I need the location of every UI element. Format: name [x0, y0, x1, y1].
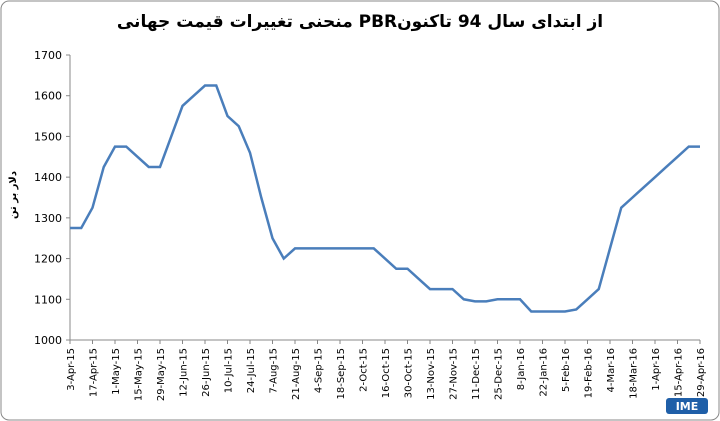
- x-tick-label: 21-Aug-15: [291, 348, 302, 400]
- y-tick-label: 1000: [34, 334, 62, 347]
- y-tick-label: 1400: [34, 171, 62, 184]
- y-tick-label: 1100: [34, 293, 62, 306]
- x-tick-label: 4-Sep-15: [314, 348, 325, 393]
- x-tick-label: 25-Dec-15: [494, 348, 505, 400]
- y-tick-label: 1600: [34, 90, 62, 103]
- x-tick-label: 29-May-15: [156, 348, 167, 401]
- x-tick-label: 15-May-15: [134, 348, 145, 401]
- x-tick-label: 27-Nov-15: [449, 348, 460, 400]
- chart-title: منحنی تغییرات قیمت جهانی PBRاز ابتدای سا…: [117, 12, 603, 32]
- x-tick-label: 11-Dec-15: [471, 348, 482, 400]
- x-tick-label: 18-Mar-16: [629, 348, 640, 399]
- logo-box: [666, 398, 708, 414]
- x-tick-label: 15-Apr-16: [674, 348, 685, 397]
- x-tick-label: 26-Jun-15: [201, 348, 212, 397]
- x-tick-label: 5-Feb-16: [561, 348, 572, 392]
- x-tick-label: 10-Jul-15: [224, 348, 235, 393]
- y-tick-label: 1700: [34, 49, 62, 62]
- x-tick-label: 3-Apr-15: [66, 348, 77, 391]
- y-tick-label: 1500: [34, 130, 62, 143]
- x-tick-label: 8-Jan-16: [516, 348, 527, 390]
- x-tick-label: 17-Apr-15: [89, 348, 100, 397]
- x-tick-label: 24-Jul-15: [246, 348, 257, 393]
- x-tick-label: 7-Aug-15: [269, 348, 280, 394]
- x-tick-label: 13-Nov-15: [426, 348, 437, 400]
- x-tick-label: 18-Sep-15: [336, 348, 347, 400]
- y-tick-label: 1200: [34, 253, 62, 266]
- x-tick-label: 29-Apr-16: [696, 348, 707, 397]
- x-tick-label: 22-Jan-16: [539, 348, 550, 397]
- x-tick-label: 4-Mar-16: [606, 348, 617, 393]
- logo: IME: [676, 400, 699, 413]
- y-tick-label: 1300: [34, 212, 62, 225]
- x-tick-label: 12-Jun-15: [179, 348, 190, 397]
- x-tick-label: 16-Oct-15: [381, 348, 392, 398]
- x-tick-label: 1-May-15: [111, 348, 122, 395]
- data-line: [70, 84, 700, 313]
- x-tick-label: 19-Feb-16: [584, 348, 595, 398]
- x-tick-label: 2-Oct-15: [359, 348, 370, 392]
- y-axis-title: دلار بر تن: [8, 171, 19, 219]
- x-tick-label: 1-Apr-16: [651, 348, 662, 391]
- x-tick-label: 30-Oct-15: [404, 348, 415, 398]
